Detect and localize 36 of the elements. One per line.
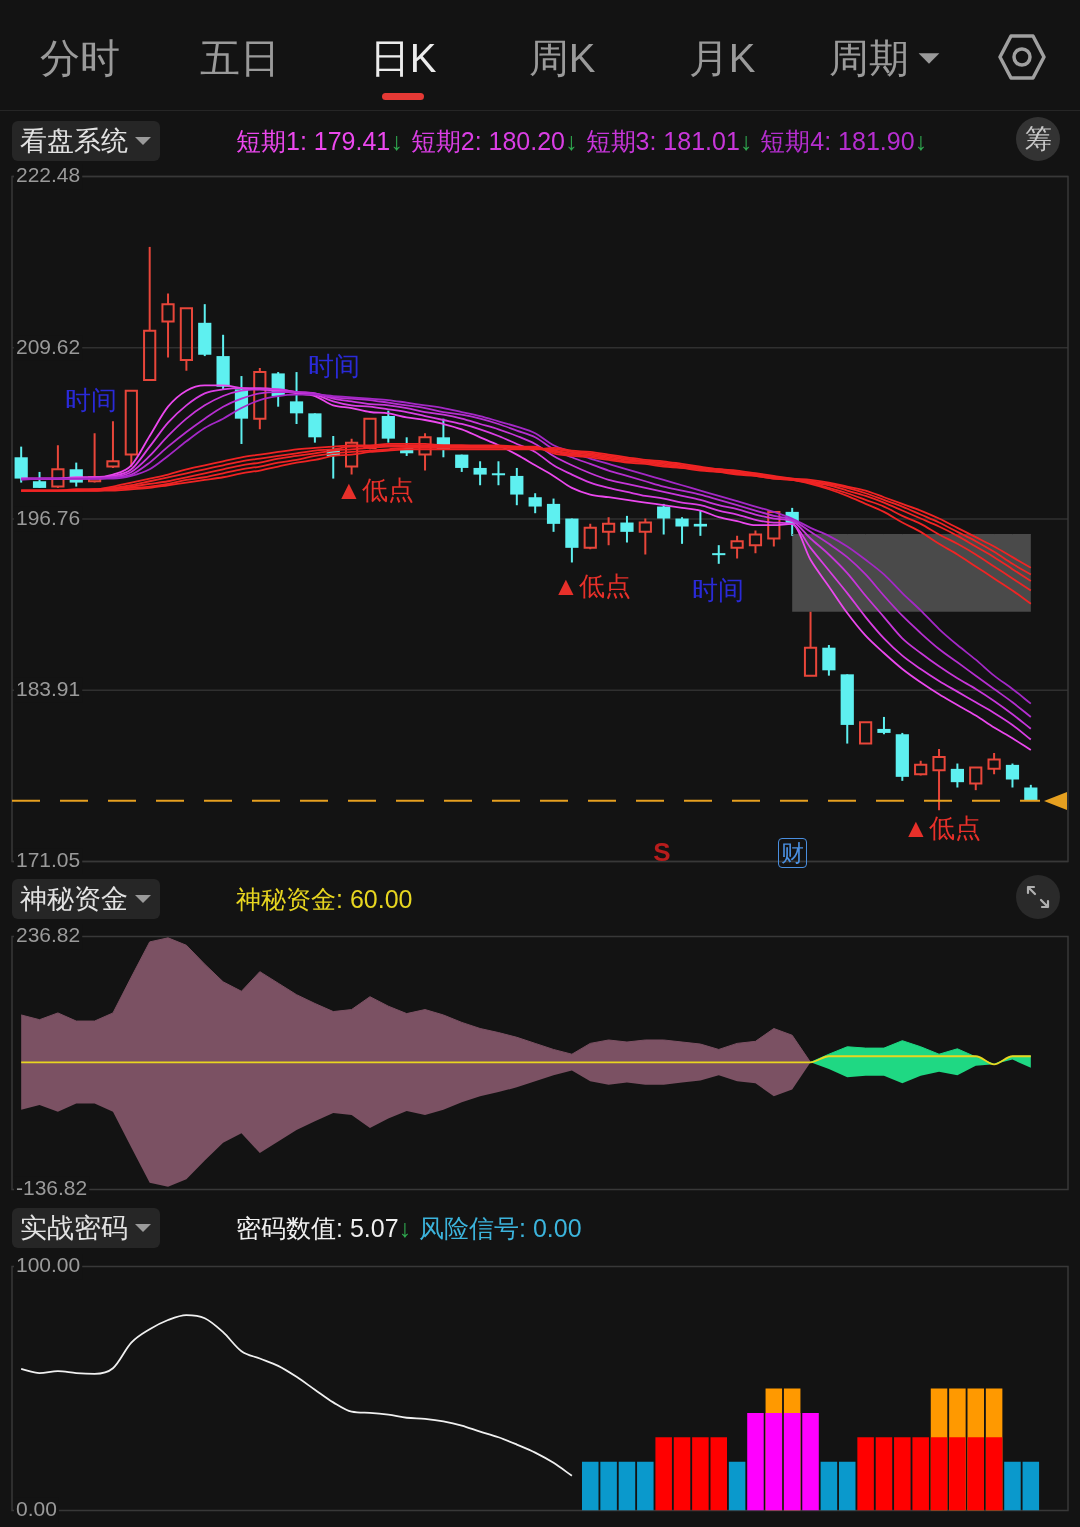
text: 五日 xyxy=(200,35,280,82)
text: ↓ xyxy=(390,127,403,155)
text: ↓ xyxy=(739,127,753,155)
text: ↓ xyxy=(914,127,928,155)
y-tick-label: 209.62 xyxy=(16,334,81,358)
text: 风险信号: 0.00 xyxy=(419,1213,582,1243)
chart-title: 实战密码 xyxy=(20,1212,128,1244)
y-tick-label: -136.82 xyxy=(16,1176,88,1200)
text: 月K xyxy=(688,35,756,82)
annotation: ▲低点 xyxy=(903,813,981,844)
text: ↓ xyxy=(565,127,578,155)
chart-title: 神秘资金 xyxy=(20,883,128,915)
annotation: 时间 xyxy=(65,385,117,416)
text: 分时 xyxy=(40,35,120,82)
y-tick-label: 183.91 xyxy=(16,676,81,700)
y-tick-label: 222.48 xyxy=(16,163,81,187)
y-tick-label: 196.76 xyxy=(16,505,81,529)
badge: 财 xyxy=(778,838,807,868)
dropdown: 实战密码 xyxy=(12,1208,160,1248)
annotation: S xyxy=(653,837,671,868)
annotation: 时间 xyxy=(692,575,744,606)
y-tick-label: 171.05 xyxy=(16,848,81,872)
annotation: 时间 xyxy=(308,351,360,382)
text: 周K xyxy=(528,35,596,82)
dropdown: 看盘系统 xyxy=(12,121,160,161)
dropdown: 神秘资金 xyxy=(12,879,160,919)
y-tick-label: 236.82 xyxy=(16,923,81,947)
text: 神秘资金: 60.00 xyxy=(236,884,413,914)
text: ↓ xyxy=(398,1214,412,1242)
chart-title: 看盘系统 xyxy=(20,125,128,157)
text: 周期 xyxy=(829,35,909,82)
annotation: ▲低点 xyxy=(553,571,631,602)
text: 日K xyxy=(369,35,437,82)
annotation: ▲低点 xyxy=(336,475,414,506)
y-tick-label: 100.00 xyxy=(16,1253,81,1277)
y-tick-label: 0.00 xyxy=(16,1497,57,1521)
